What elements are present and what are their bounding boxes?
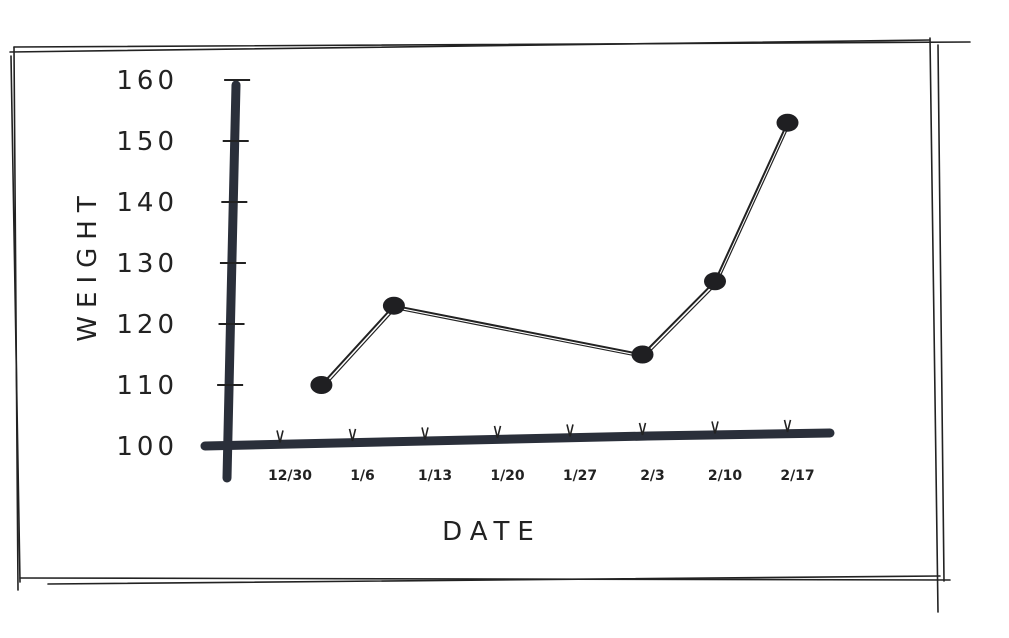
series-line-sketch <box>322 125 790 389</box>
series-line <box>320 122 789 386</box>
y-tick-label: 160 <box>116 66 178 96</box>
sketch-frame <box>9 37 971 613</box>
x-tick-mark <box>711 421 719 434</box>
data-point <box>704 272 726 291</box>
y-tick-label: 130 <box>116 249 178 279</box>
data-point <box>776 113 799 132</box>
y-axis <box>222 80 241 483</box>
series <box>310 113 799 394</box>
y-tick-label: 100 <box>116 432 178 462</box>
x-axis <box>200 428 835 451</box>
x-tick-label: 12/30 <box>268 468 312 484</box>
x-tick-label: 2/3 <box>640 468 665 484</box>
x-tick-label: 1/20 <box>490 468 525 484</box>
x-tick-mark <box>638 422 647 436</box>
x-tick-label: 1/6 <box>350 468 375 484</box>
x-tick-mark <box>421 427 429 440</box>
x-tick-label: 2/17 <box>780 468 814 484</box>
x-tick-mark <box>276 430 284 443</box>
y-tick-label: 110 <box>116 371 178 401</box>
x-tick-label: 1/27 <box>563 468 597 484</box>
x-ticks: 12/30 1/6 1/13 1/20 1/27 2/3 2/10 2/17 <box>268 419 815 484</box>
y-axis-title: WEIGHT <box>73 188 103 341</box>
x-tick-mark <box>566 424 574 437</box>
data-point <box>382 296 405 315</box>
data-point <box>310 376 333 394</box>
x-tick-mark <box>348 428 357 442</box>
x-tick-mark <box>783 419 792 433</box>
x-tick-label: 2/10 <box>708 468 743 484</box>
y-ticks: 100 110 120 130 140 150 160 <box>116 66 251 462</box>
y-tick-label: 140 <box>116 188 178 218</box>
x-tick-label: 1/13 <box>418 468 452 484</box>
x-tick-mark <box>493 425 502 439</box>
y-tick-label: 150 <box>116 127 178 157</box>
x-axis-title: DATE <box>442 517 542 547</box>
y-tick-label: 120 <box>116 310 178 340</box>
data-point <box>631 345 654 364</box>
